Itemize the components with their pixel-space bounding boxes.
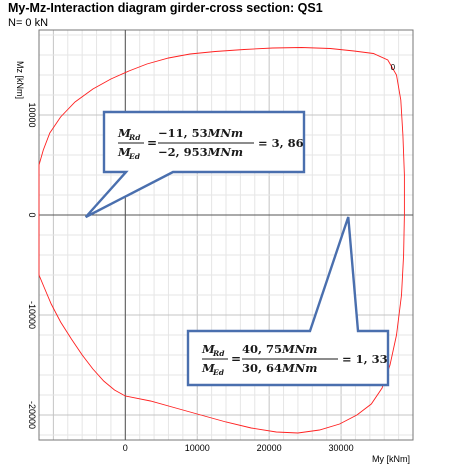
ratio-denominator-subscript: Ed <box>128 152 141 161</box>
y-tick-label: -10000 <box>27 301 37 329</box>
ratio-denominator-symbol: M <box>201 361 216 375</box>
equals-sign: = <box>147 136 157 150</box>
ratio-denominator-symbol: M <box>117 145 132 159</box>
ratio-numerator-symbol: M <box>201 342 216 356</box>
denominator-value: −2, 953MNm <box>158 145 243 159</box>
chart-subtitle: N= 0 kN <box>8 17 49 29</box>
ratio-numerator-subscript: Rd <box>128 133 141 142</box>
x-tick-label: 30000 <box>329 443 354 453</box>
tick-labels: 0 10000 20000 30000 10000 0 -10000 -20000 <box>27 102 354 453</box>
callout-box-1 <box>84 110 306 219</box>
equals-sign: = <box>231 352 241 366</box>
y-tick-label: 0 <box>27 212 37 217</box>
ratio-numerator-subscript: Rd <box>212 349 225 358</box>
chart-title: My-Mz-Interaction diagram girder-cross s… <box>8 1 323 15</box>
ratio-result: = 1, 33 <box>342 352 388 366</box>
series-group: 0 <box>38 47 405 434</box>
interaction-curve-0 <box>38 47 405 434</box>
numerator-value: 40, 75MNm <box>242 342 317 356</box>
callout-box-2 <box>186 216 390 387</box>
numerator-value: −11, 53MNm <box>158 126 243 140</box>
x-axis-label: My [kNm] <box>372 454 410 464</box>
x-tick-label: 20000 <box>257 443 282 453</box>
y-tick-label: 10000 <box>27 102 37 127</box>
y-tick-label: -20000 <box>27 401 37 429</box>
ratio-numerator-symbol: M <box>117 126 132 140</box>
ratio-denominator-subscript: Ed <box>212 368 225 377</box>
x-tick-label: 0 <box>123 443 128 453</box>
y-axis-label: Mz [kNm] <box>15 61 25 99</box>
denominator-value: 30, 64MNm <box>242 361 317 375</box>
point-label: 0 <box>391 63 396 72</box>
x-tick-label: 10000 <box>185 443 210 453</box>
ratio-result: = 3, 86 <box>258 136 304 150</box>
